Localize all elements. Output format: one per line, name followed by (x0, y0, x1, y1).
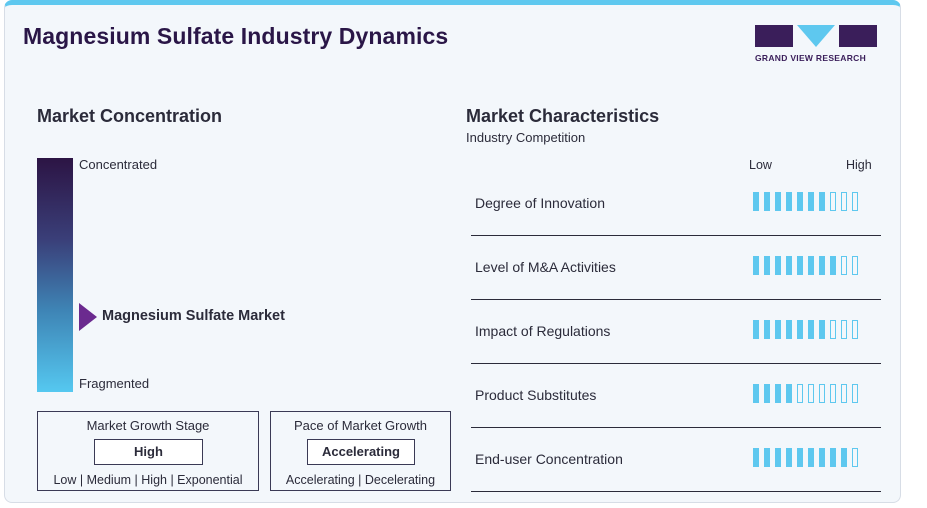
row-divider (471, 235, 881, 236)
level-segment-filled (775, 192, 781, 211)
level-segment-filled (797, 320, 803, 339)
level-segment-filled (819, 320, 825, 339)
growth-stage-value: High (94, 439, 203, 465)
level-segment-filled (797, 448, 803, 467)
level-segment-empty (852, 320, 858, 339)
level-segment-filled (753, 448, 759, 467)
growth-stage-options: Low | Medium | High | Exponential (53, 473, 243, 487)
level-segment-filled (764, 320, 770, 339)
characteristic-row: Level of M&A Activities (471, 236, 881, 300)
level-segment-filled (764, 192, 770, 211)
level-segment-empty (852, 192, 858, 211)
characteristic-row: End-user Concentration (471, 428, 881, 492)
level-meter (753, 256, 858, 275)
scale-high-label: High (846, 158, 872, 172)
characteristics-heading: Market Characteristics (466, 106, 660, 126)
characteristic-label: Level of M&A Activities (475, 259, 616, 275)
page-title: Magnesium Sulfate Industry Dynamics (23, 23, 449, 49)
level-segment-empty (852, 448, 858, 467)
market-marker-label: Magnesium Sulfate Market (102, 308, 285, 324)
level-segment-empty (830, 320, 836, 339)
row-divider (471, 491, 881, 492)
level-segment-empty (841, 256, 847, 275)
level-segment-empty (841, 384, 847, 403)
level-segment-filled (775, 256, 781, 275)
level-segment-filled (753, 384, 759, 403)
characteristic-row: Impact of Regulations (471, 300, 881, 364)
level-segment-filled (786, 320, 792, 339)
brand-logo: GRAND VIEW RESEARCH (755, 25, 883, 69)
concentration-heading: Market Concentration (37, 106, 223, 126)
pace-value: Accelerating (307, 439, 415, 465)
level-segment-empty (841, 192, 847, 211)
level-segment-filled (808, 320, 814, 339)
level-segment-filled (830, 448, 836, 467)
row-divider (471, 299, 881, 300)
level-segment-filled (764, 256, 770, 275)
level-segment-filled (764, 448, 770, 467)
level-meter (753, 192, 858, 211)
characteristic-label: Degree of Innovation (475, 195, 605, 211)
level-segment-empty (808, 384, 814, 403)
level-segment-empty (841, 320, 847, 339)
level-segment-filled (819, 448, 825, 467)
pace-title: Pace of Market Growth (294, 418, 427, 433)
level-segment-filled (797, 192, 803, 211)
level-segment-filled (819, 256, 825, 275)
level-segment-filled (786, 256, 792, 275)
level-segment-empty (852, 384, 858, 403)
characteristic-row: Product Substitutes (471, 364, 881, 428)
level-segment-filled (775, 384, 781, 403)
level-segment-empty (830, 384, 836, 403)
level-segment-filled (797, 256, 803, 275)
characteristic-row: Degree of Innovation (471, 172, 881, 236)
row-divider (471, 427, 881, 428)
level-segment-filled (786, 192, 792, 211)
level-segment-filled (753, 256, 759, 275)
growth-stage-box: Market Growth Stage High Low | Medium | … (37, 411, 259, 491)
pace-box: Pace of Market Growth Accelerating Accel… (270, 411, 451, 491)
level-segment-empty (819, 384, 825, 403)
row-divider (471, 363, 881, 364)
level-segment-filled (830, 256, 836, 275)
level-segment-filled (786, 384, 792, 403)
level-segment-filled (753, 320, 759, 339)
level-segment-filled (808, 192, 814, 211)
level-segment-filled (764, 384, 770, 403)
characteristics-subheading: Industry Competition (466, 130, 586, 145)
pace-options: Accelerating | Decelerating (285, 473, 436, 487)
level-segment-filled (808, 256, 814, 275)
dashboard-card: Magnesium Sulfate Industry Dynamics GRAN… (4, 0, 901, 503)
logo-mark-icon (755, 25, 883, 49)
characteristic-label: Product Substitutes (475, 387, 597, 403)
scale-low-label: Low (749, 158, 772, 172)
market-pointer-icon (79, 303, 97, 331)
level-segment-filled (786, 448, 792, 467)
concentrated-label: Concentrated (79, 157, 158, 172)
characteristic-label: Impact of Regulations (475, 323, 611, 339)
level-meter (753, 448, 858, 467)
brand-name: GRAND VIEW RESEARCH (755, 53, 867, 63)
concentration-gradient-bar (37, 158, 73, 392)
growth-stage-title: Market Growth Stage (86, 418, 210, 433)
level-segment-filled (841, 448, 847, 467)
level-segment-filled (775, 320, 781, 339)
characteristic-label: End-user Concentration (475, 451, 623, 467)
level-segment-empty (852, 256, 858, 275)
level-segment-filled (819, 192, 825, 211)
level-meter (753, 320, 858, 339)
fragmented-label: Fragmented (79, 376, 150, 391)
level-segment-filled (808, 448, 814, 467)
level-segment-empty (797, 384, 803, 403)
level-meter (753, 384, 858, 403)
level-segment-empty (830, 192, 836, 211)
level-segment-filled (753, 192, 759, 211)
level-segment-filled (775, 448, 781, 467)
